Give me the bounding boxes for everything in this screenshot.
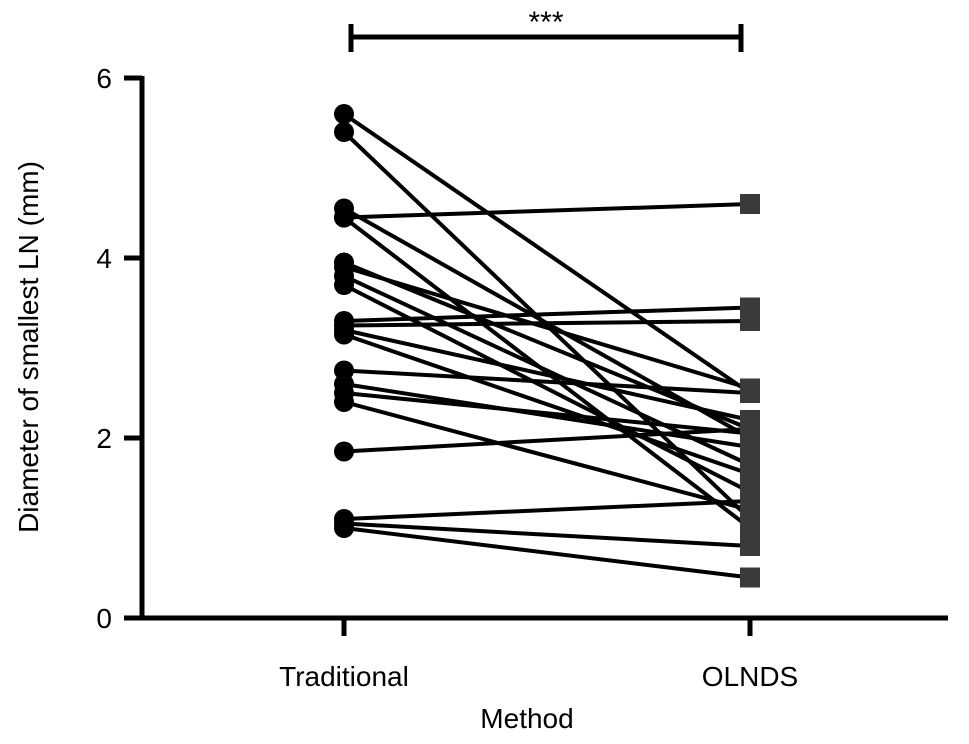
y-tick-label: 2 [96,423,112,454]
pair-line [342,215,752,530]
olnds-point [740,419,760,439]
significance-label: *** [528,6,563,39]
traditional-point [334,275,354,295]
traditional-point [334,122,354,142]
pair-line [343,305,751,323]
x-tick-label: OLNDS [702,661,798,692]
y-tick-label: 6 [96,63,112,94]
y-tick-label: 0 [96,603,112,634]
pair-line [343,427,751,454]
olnds-point [740,567,760,588]
pair-line [343,526,751,580]
olnds-point [740,491,760,511]
pair-line [343,400,751,512]
pair-line [343,499,751,521]
olnds-point [740,383,760,403]
pair-line [343,368,751,395]
pair-line [343,260,751,431]
pair-line [343,521,751,548]
pair-line [343,265,751,391]
x-axis-title: Method [480,703,573,734]
pair-line [342,112,752,395]
pair-line [343,319,751,328]
olnds-point [740,536,760,556]
pair-lines [342,112,752,580]
axes [139,76,948,621]
pair-line [343,382,751,449]
olnds-point [740,194,760,214]
pair-line [343,202,751,220]
olnds-point [740,311,760,331]
traditional-point [334,324,354,345]
traditional-point [334,207,354,228]
traditional-point [334,441,354,462]
y-tick-label: 4 [96,243,112,274]
y-axis-title: Diameter of smallest LN (mm) [13,161,44,533]
olnds-point [740,518,760,538]
x-tick-label: Traditional [279,661,409,692]
significance-bracket: *** [348,6,744,52]
x-ticks: Traditional OLNDS [279,618,798,692]
traditional-point [334,104,354,124]
y-ticks: 0 2 4 6 [96,63,142,634]
pair-line [343,328,751,422]
pair-line [343,391,751,436]
traditional-point [334,518,354,538]
olnds-point [740,464,760,484]
pair-line [343,332,751,476]
markers [334,104,760,588]
traditional-point [334,392,354,412]
